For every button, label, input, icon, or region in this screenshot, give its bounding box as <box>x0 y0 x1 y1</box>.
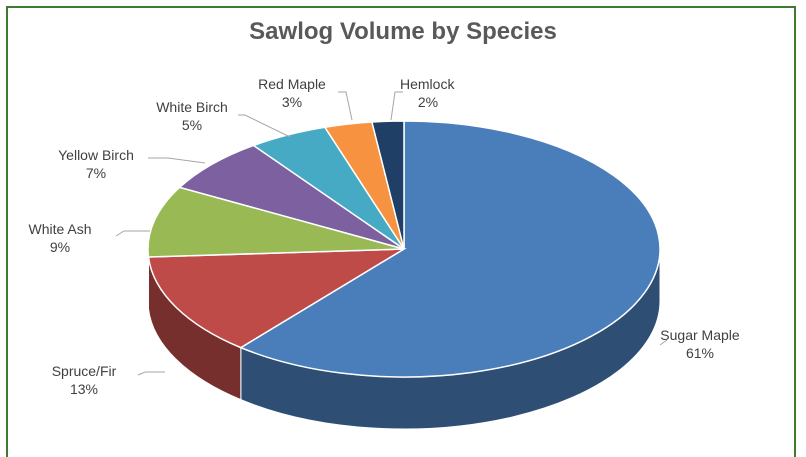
pie-slice-yellow-birch <box>178 144 405 250</box>
leader-line-white-ash <box>115 230 150 237</box>
slice-value-sugar-maple: 61% <box>686 345 714 361</box>
slice-label-sugar-maple: Sugar Maple <box>660 327 740 343</box>
slice-label-red-maple: Red Maple <box>258 76 326 92</box>
slice-value-red-maple: 3% <box>282 94 302 110</box>
pie-slice-spruce-fir <box>147 248 407 349</box>
leader-line-sugar-maple <box>659 339 668 346</box>
slice-value-white-birch: 5% <box>182 117 202 133</box>
leader-line-hemlock <box>390 91 403 121</box>
chart-title: Sawlog Volume by Species <box>249 18 557 45</box>
slice-value-white-ash: 9% <box>50 239 70 255</box>
slice-value-hemlock: 2% <box>418 94 438 110</box>
slice-value-spruce-fir: 13% <box>70 381 98 397</box>
slice-label-yellow-birch: Yellow Birch <box>58 147 134 163</box>
slice-label-spruce-fir: Spruce/Fir <box>52 363 117 379</box>
slice-label-hemlock: Hemlock <box>400 76 455 92</box>
leader-line-red-maple <box>338 91 353 121</box>
slice-value-yellow-birch: 7% <box>86 165 106 181</box>
slice-label-white-birch: White Birch <box>156 99 228 115</box>
leader-line-white-birch <box>238 114 291 138</box>
leader-line-spruce-fir <box>137 371 165 376</box>
pie-slice-sugar-maple <box>239 120 661 378</box>
pie-slice-white-ash <box>147 186 405 258</box>
leader-line-yellow-birch <box>148 157 206 164</box>
slice-label-white-ash: White Ash <box>28 221 91 237</box>
pie-slice-hemlock <box>370 120 405 250</box>
